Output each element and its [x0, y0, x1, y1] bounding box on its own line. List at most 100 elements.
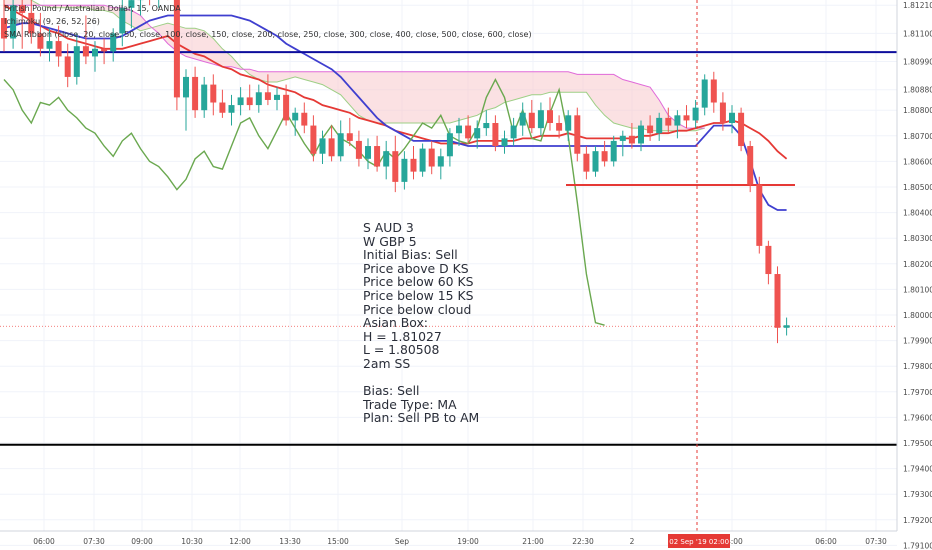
- candle-body: [665, 117, 672, 126]
- price-axis: [897, 0, 932, 550]
- note-line: Plan: Sell PB to AM: [363, 410, 480, 426]
- y-tick-label: 1.80600: [903, 157, 932, 166]
- indicator-lines: [3, 4, 788, 326]
- candle-body: [565, 115, 572, 131]
- candle-body: [101, 48, 108, 52]
- x-tick-label: 04:00: [721, 537, 743, 546]
- candle-body: [173, 0, 180, 98]
- candle-body: [337, 133, 344, 157]
- symbol-title: British Pound / Australian Dollar, 15, O…: [4, 4, 181, 13]
- candle-body: [228, 105, 235, 113]
- candle-body: [46, 41, 53, 49]
- candle-body: [756, 184, 763, 246]
- candle-body: [537, 110, 544, 129]
- y-tick-label: 1.81210: [903, 1, 932, 10]
- x-tick-label: 12:00: [229, 537, 251, 546]
- note-line: Initial Bias: Sell: [363, 247, 458, 263]
- note-line: Trade Type: MA: [363, 396, 457, 412]
- candle-body: [365, 146, 371, 159]
- x-tick-label: 13:30: [279, 537, 301, 546]
- candle-body: [374, 146, 381, 167]
- candle-body: [73, 46, 80, 77]
- candle-body: [319, 138, 326, 154]
- candle-body: [346, 133, 353, 141]
- candle-body: [255, 92, 262, 106]
- y-tick-label: 1.80800: [903, 106, 932, 115]
- candle-body: [501, 138, 508, 147]
- x-tick-label: 09:00: [131, 537, 153, 546]
- candle-body: [719, 102, 726, 123]
- note-line: S AUD 3: [363, 220, 414, 235]
- y-tick-label: 1.79800: [903, 362, 932, 371]
- candle-body: [1, 18, 7, 39]
- candle-body: [301, 112, 308, 126]
- candle-body: [738, 112, 745, 147]
- candle-body: [264, 92, 271, 100]
- y-tick-label: 1.79200: [903, 516, 932, 525]
- candle-body: [683, 115, 690, 121]
- candle-body: [128, 0, 135, 8]
- candle-body: [92, 48, 98, 57]
- candle-body: [528, 112, 535, 129]
- candle-body: [547, 110, 553, 123]
- candle-body: [383, 151, 390, 167]
- x-tick-label: 07:30: [865, 537, 887, 546]
- candle-body: [237, 97, 244, 106]
- candle-body: [119, 7, 126, 34]
- note-line: Price below 15 KS: [363, 287, 474, 303]
- trade-plan-note: S AUD 3 W GBP 5 Initial Bias: Sell Price…: [363, 221, 479, 425]
- candle-body: [10, 5, 17, 39]
- candle-body: [110, 33, 117, 52]
- candle-body: [428, 148, 435, 167]
- note-line: Asian Box:: [363, 315, 428, 331]
- candle-body: [492, 123, 499, 147]
- candle-body: [774, 274, 781, 328]
- candle-body: [37, 33, 44, 49]
- candle-body: [510, 125, 517, 139]
- y-tick-label: 1.79900: [903, 337, 932, 346]
- candle-body: [465, 125, 472, 139]
- candle-body: [765, 245, 772, 275]
- candles: [1, 0, 790, 344]
- y-tick-label: 1.80200: [903, 260, 932, 269]
- candle-body: [474, 128, 481, 139]
- note-line: [363, 371, 479, 385]
- candle-body: [437, 156, 444, 167]
- candle-body: [701, 79, 708, 108]
- note-line: Price below 60 KS: [363, 274, 474, 290]
- note-line: H = 1.81027: [363, 328, 442, 344]
- y-tick-label: 1.79700: [903, 388, 932, 397]
- note-line: L = 1.80508: [363, 342, 440, 358]
- candle-body: [483, 123, 490, 129]
- y-tick-label: 1.80000: [903, 311, 932, 320]
- candle-body: [19, 5, 26, 13]
- ma-ribbon-legend: SMA Ribbon (close, 20, close, 50, close,…: [4, 30, 532, 39]
- candle-body: [328, 138, 335, 157]
- x-tick-label: 06:00: [815, 537, 837, 546]
- chikou-span-line: [3, 77, 605, 326]
- candle-body: [574, 115, 581, 154]
- candle-body: [610, 140, 617, 162]
- note-line: Price below cloud: [363, 301, 472, 317]
- candle-body: [583, 153, 590, 172]
- y-tick-label: 1.81100: [903, 29, 932, 38]
- y-tick-label: 1.80300: [903, 234, 932, 243]
- candle-body: [82, 46, 89, 57]
- candle-body: [519, 112, 526, 126]
- x-tick-label: 10:30: [181, 537, 203, 546]
- candle-body: [729, 112, 735, 123]
- y-tick-label: 1.80700: [903, 132, 932, 141]
- y-tick-label: 1.80100: [903, 285, 932, 294]
- y-tick-label: 1.80880: [903, 86, 932, 95]
- candle-body: [292, 112, 299, 121]
- candle-body: [410, 158, 417, 172]
- candle-body: [783, 325, 790, 328]
- x-tick-label: 22:30: [572, 537, 594, 546]
- x-tick-label: 07:30: [83, 537, 105, 546]
- y-tick-label: 1.79300: [903, 490, 932, 499]
- y-tick-label: 1.80990: [903, 58, 932, 67]
- candle-body: [28, 12, 35, 34]
- y-tick-label: 1.80500: [903, 183, 932, 192]
